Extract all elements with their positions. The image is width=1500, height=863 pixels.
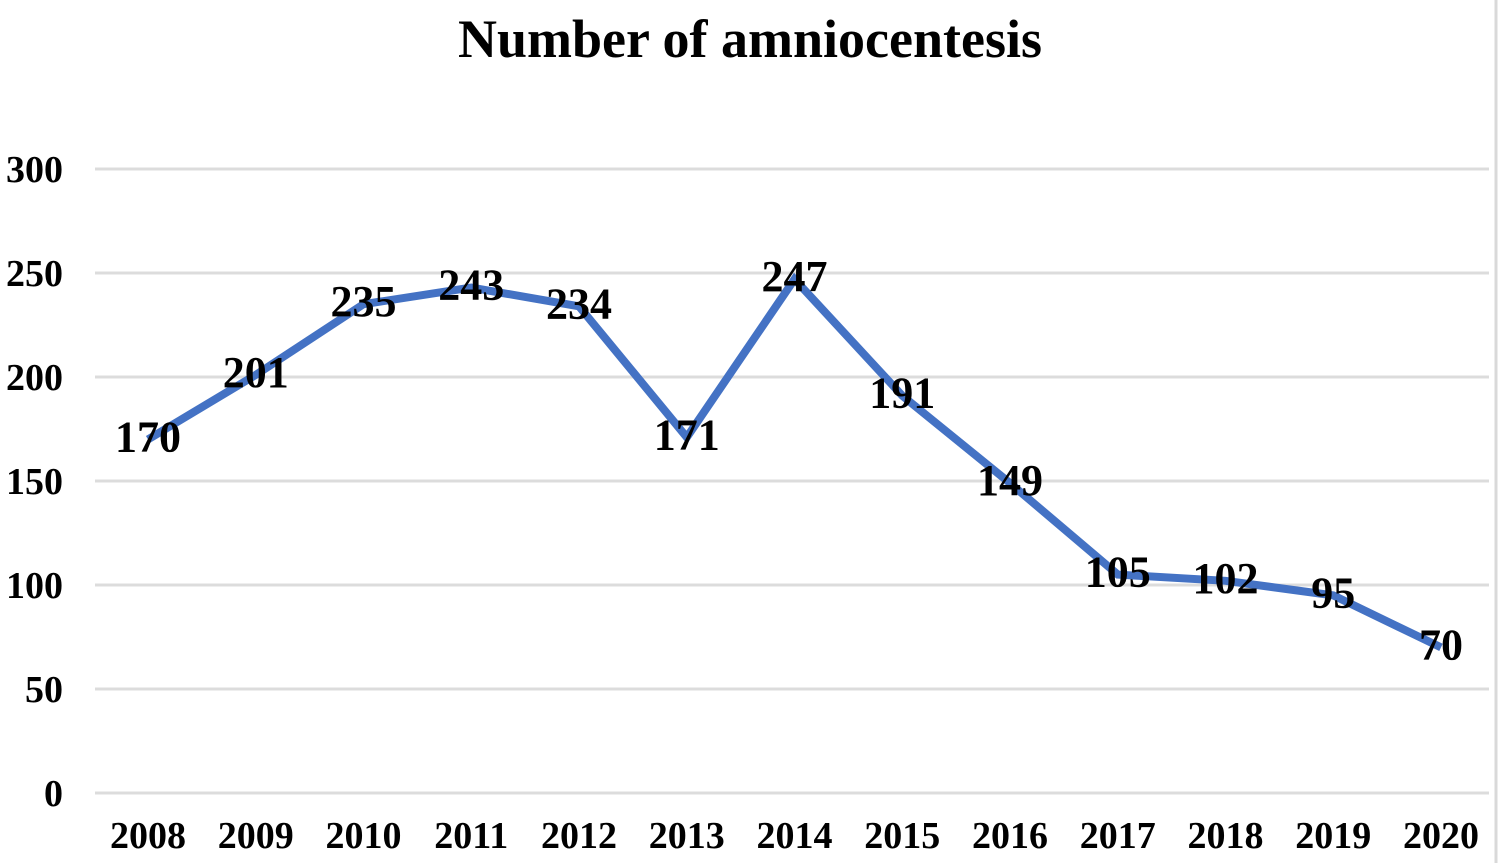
data-label: 247 [762,252,828,301]
data-label: 243 [438,261,504,310]
y-tick-label: 200 [6,357,63,399]
x-tick-label: 2008 [110,815,186,857]
y-tick-label: 150 [6,461,63,503]
x-tick-label: 2012 [541,815,617,857]
y-tick-label: 250 [6,253,63,295]
data-label: 170 [115,412,181,461]
x-tick-label: 2019 [1295,815,1371,857]
data-labels: 170 201 235 243 234 171 247 191 149 105 102 95 70 [115,252,1463,669]
data-label: 102 [1193,554,1259,603]
x-tick-label: 2013 [649,815,725,857]
y-tick-label: 300 [6,149,63,191]
data-line [145,272,1443,652]
y-axis-labels: 0 50 100 150 200 250 300 [6,149,63,815]
x-tick-label: 2020 [1403,815,1479,857]
y-tick-label: 100 [6,565,63,607]
data-label: 70 [1419,620,1463,669]
y-tick-label: 0 [44,773,63,815]
x-tick-label: 2016 [972,815,1048,857]
data-label: 235 [331,277,397,326]
chart-title: Number of amniocentesis [458,9,1042,69]
x-axis-labels: 2008 2009 2010 2011 2012 2013 2014 2015 2016 2017… [110,815,1479,857]
data-label: 234 [546,279,612,328]
data-label: 149 [977,456,1043,505]
x-tick-label: 2010 [326,815,402,857]
x-tick-label: 2009 [218,815,294,857]
data-label: 105 [1085,548,1151,597]
data-label: 95 [1311,568,1355,617]
x-tick-label: 2014 [757,815,833,857]
x-tick-label: 2011 [434,815,508,857]
x-tick-label: 2017 [1080,815,1156,857]
x-tick-label: 2015 [864,815,940,857]
data-label: 191 [869,369,935,418]
x-tick-label: 2018 [1188,815,1264,857]
data-label: 171 [654,410,720,459]
y-tick-label: 50 [25,669,63,711]
gridlines [95,167,1489,795]
data-label: 201 [223,348,289,397]
